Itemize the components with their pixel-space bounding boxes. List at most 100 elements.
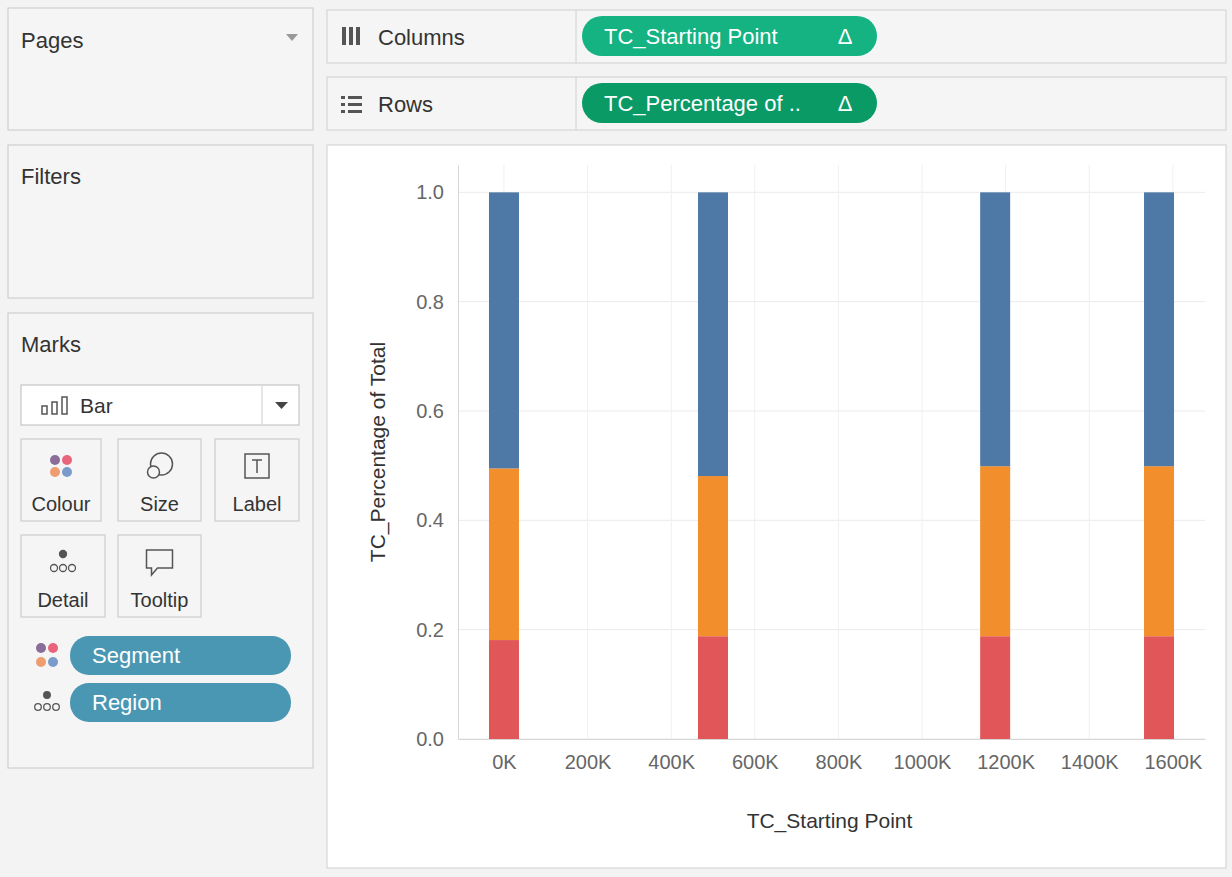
shelf-pill[interactable]	[582, 16, 877, 56]
mark-field-pill[interactable]	[70, 683, 291, 722]
x-grid-line	[922, 165, 923, 739]
x-tick: 800K	[816, 739, 863, 773]
y-grid-line	[458, 739, 1205, 740]
x-tick-label: 0K	[492, 751, 517, 773]
columns-icon	[356, 27, 360, 45]
mark-button-label[interactable]: Label	[233, 493, 282, 515]
y-tick: 0.8	[416, 291, 458, 313]
shelf-divider	[576, 77, 577, 130]
shelf-pill[interactable]	[582, 83, 877, 123]
plot-area	[489, 192, 1174, 739]
field-detail-icon	[35, 704, 42, 711]
y-grid-line	[458, 301, 1205, 302]
bar-segment[interactable]	[698, 636, 728, 739]
mark-button[interactable]	[21, 439, 101, 521]
mark-field-label[interactable]: Segment	[92, 643, 180, 668]
x-tick-label: 600K	[732, 751, 779, 773]
detail-icon	[60, 551, 67, 558]
pages-dropdown[interactable]	[286, 34, 298, 41]
field-colour-icon	[36, 643, 46, 653]
filters-panel[interactable]	[8, 145, 313, 298]
y-tick: 0.6	[416, 400, 458, 422]
columns-icon	[342, 27, 346, 45]
mark-button-label[interactable]: Tooltip	[131, 589, 189, 611]
field-detail-icon	[44, 704, 51, 711]
shelf-pill-label[interactable]: TC_Starting Point	[604, 24, 778, 49]
bar-segment[interactable]	[489, 640, 519, 739]
y-axis-title: TC_Percentage of Total	[366, 342, 390, 562]
x-tick: 400K	[648, 739, 695, 773]
x-tick: 0K	[492, 739, 517, 773]
bar-segment[interactable]	[698, 192, 728, 476]
shelf	[327, 77, 1226, 130]
field-colour-icon	[36, 657, 46, 667]
y-tick: 0.2	[416, 619, 458, 641]
mark-button[interactable]	[118, 535, 201, 617]
x-axis-title: TC_Starting Point	[747, 809, 913, 833]
label-icon	[252, 460, 262, 473]
mark-button-label[interactable]: Size	[140, 493, 179, 515]
y-axis-line	[458, 166, 459, 740]
y-tick: 0.4	[416, 509, 458, 531]
y-grid-line	[458, 192, 1205, 193]
y-tick-label: 0.2	[416, 619, 444, 641]
y-tick-label: 1.0	[416, 181, 444, 203]
x-tick-label: 1400K	[1061, 751, 1119, 773]
y-grid-line	[458, 411, 1205, 412]
colour-icon	[50, 467, 60, 477]
dropdown-divider	[262, 386, 263, 424]
x-axis: 0K200K400K600K800K1000K1200K1400K1600K	[459, 739, 1206, 773]
rows-icon	[341, 96, 345, 99]
x-tick: 1200K	[977, 739, 1035, 773]
tooltip-icon	[147, 550, 173, 575]
mark-type-dropdown[interactable]	[21, 385, 299, 425]
field-detail-icon	[53, 704, 60, 711]
y-tick-label: 0.6	[416, 400, 444, 422]
mark-button[interactable]	[118, 439, 201, 521]
x-grid-line	[671, 165, 672, 739]
field-colour-icon	[48, 657, 58, 667]
shelf-pill-flag[interactable]: Δ	[838, 91, 853, 116]
x-grid-line	[754, 165, 755, 739]
shelf-pill-label[interactable]: TC_Percentage of ..	[604, 91, 801, 116]
detail-icon	[69, 565, 76, 572]
mark-button-label[interactable]: Colour	[32, 493, 91, 515]
x-tick: 600K	[732, 739, 779, 773]
mark-button[interactable]	[21, 535, 105, 617]
bar-segment[interactable]	[980, 466, 1010, 636]
grid	[458, 165, 1205, 739]
mark-field-pill[interactable]	[70, 636, 291, 675]
detail-icon	[51, 565, 58, 572]
size-icon	[148, 466, 160, 478]
bar-segment[interactable]	[1144, 192, 1174, 466]
bar-icon	[52, 402, 57, 414]
bar-segment[interactable]	[698, 476, 728, 636]
y-tick-label: 0.0	[416, 728, 444, 750]
bar-segment[interactable]	[980, 192, 1010, 466]
mark-button[interactable]	[215, 439, 299, 521]
filters-title: Filters	[21, 164, 81, 189]
shelf-label: Rows	[378, 92, 433, 117]
x-grid-line	[838, 165, 839, 739]
x-tick-label: 200K	[565, 751, 612, 773]
bar-segment[interactable]	[1144, 466, 1174, 636]
x-tick: 1000K	[894, 739, 952, 773]
shelf-pill-flag[interactable]: Δ	[838, 24, 853, 49]
x-tick: 200K	[565, 739, 612, 773]
bar-segment[interactable]	[489, 192, 519, 468]
bar-segment[interactable]	[980, 636, 1010, 739]
dropdown-arrow[interactable]	[275, 402, 288, 409]
label-icon	[245, 454, 269, 478]
x-tick-label: 1200K	[977, 751, 1035, 773]
y-tick-label: 0.8	[416, 291, 444, 313]
x-tick-label: 800K	[816, 751, 863, 773]
bar-segment[interactable]	[489, 468, 519, 640]
screen: PagesFiltersMarksBarColourSizeLabelDetai…	[0, 0, 1232, 877]
x-grid-line	[587, 165, 588, 739]
bar-segment[interactable]	[1144, 636, 1174, 739]
pages-panel[interactable]	[8, 8, 313, 130]
mark-field-label[interactable]: Region	[92, 690, 162, 715]
detail-icon	[60, 565, 67, 572]
bar-icon	[42, 406, 47, 414]
mark-button-label[interactable]: Detail	[37, 589, 88, 611]
